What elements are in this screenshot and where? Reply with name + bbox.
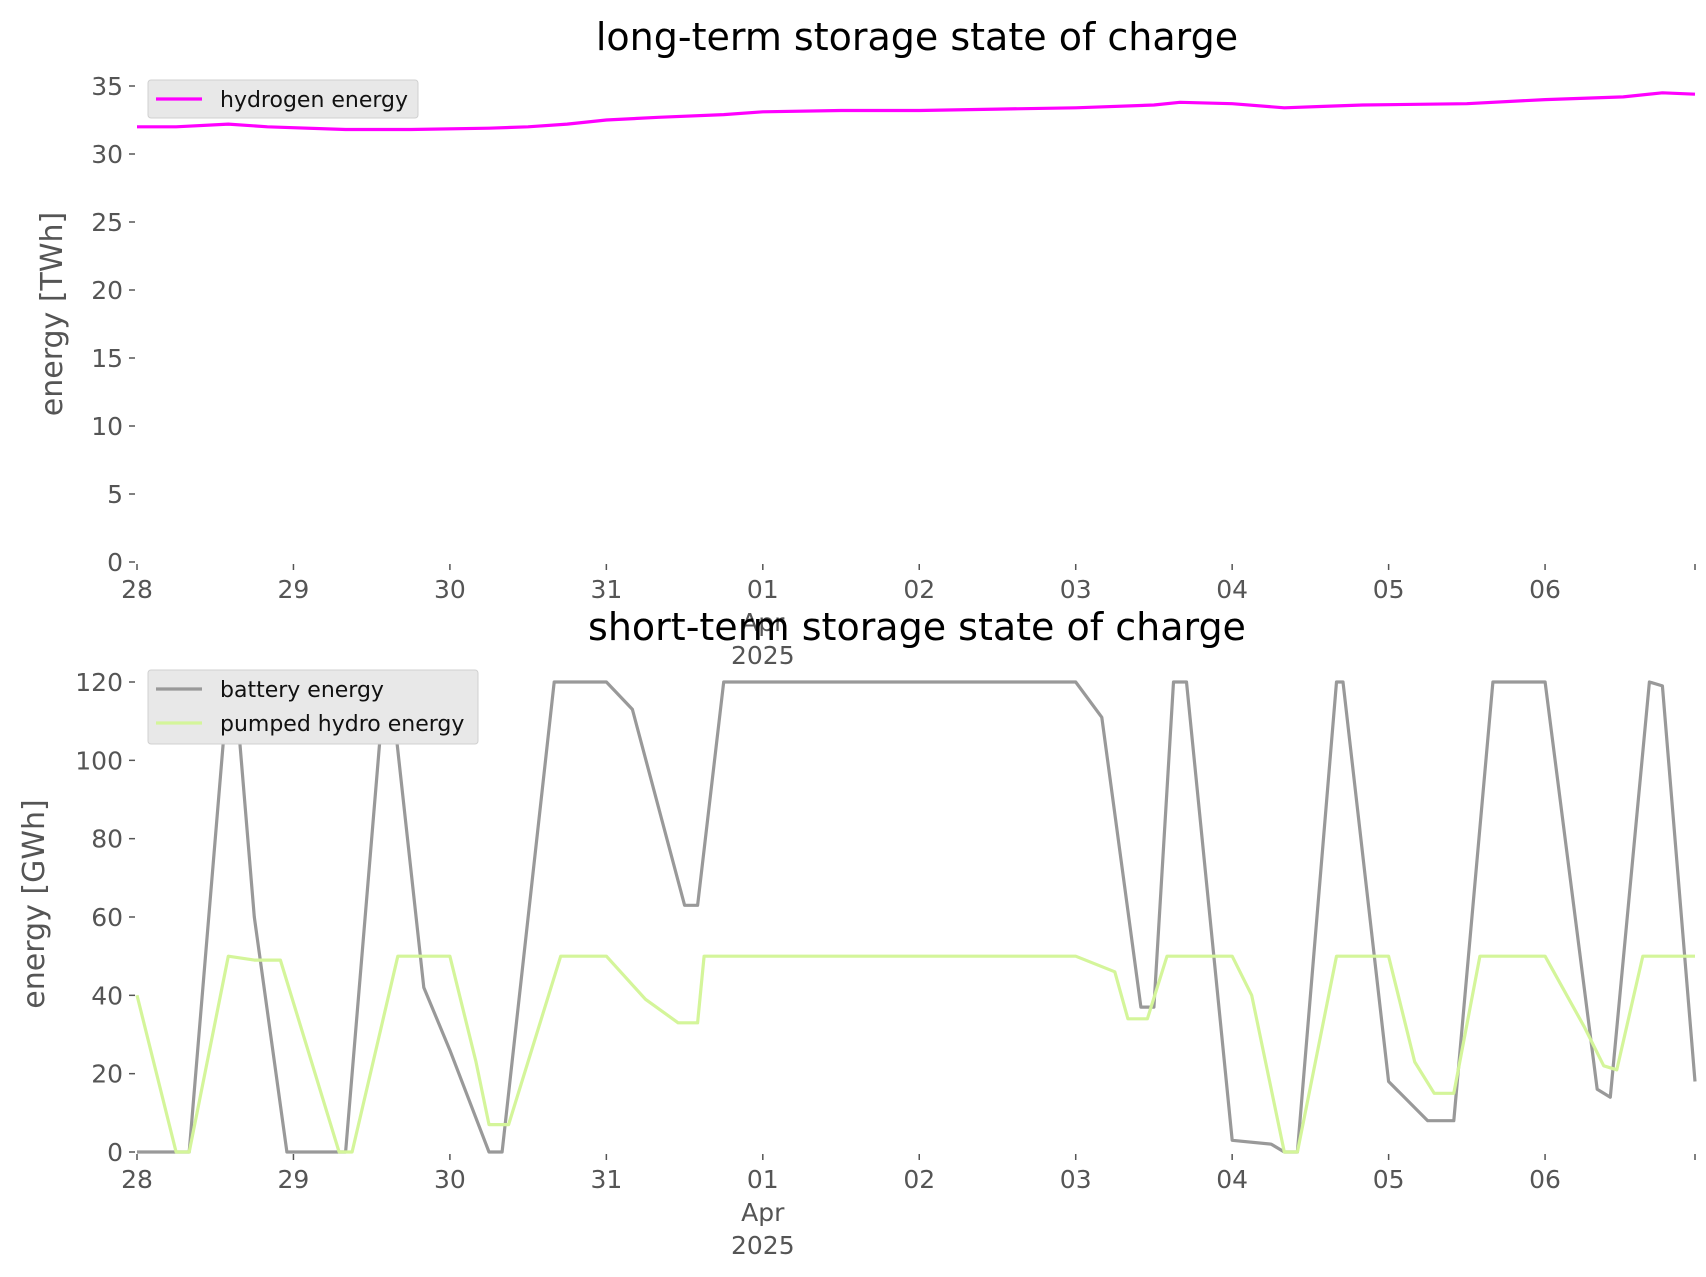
y-tick-label: 100 — [75, 746, 123, 775]
legend-entry: battery energy — [220, 678, 384, 703]
series-lines — [135, 680, 1697, 1154]
y-tick-label: 10 — [91, 412, 123, 441]
x-tick-label: 28 — [121, 1165, 153, 1194]
x-tick-label: 01 — [747, 1165, 779, 1194]
x-tick-label: 28 — [121, 575, 153, 604]
series-line-2 — [135, 954, 1695, 1154]
long-term-storage-chart: long-term storage state of charge energy… — [35, 15, 1696, 670]
chart-title: short-term storage state of charge — [588, 605, 1246, 649]
y-tick-label: 20 — [91, 1060, 123, 1089]
x-tick-label: 03 — [1060, 1165, 1092, 1194]
y-tick-label: 120 — [75, 668, 123, 697]
chart-title: long-term storage state of charge — [596, 15, 1238, 59]
x-tick-label: 05 — [1373, 1165, 1405, 1194]
x-tick-label: 06 — [1529, 1165, 1561, 1194]
x-tick-sublabel: Apr 2025 — [731, 1198, 795, 1260]
short-term-storage-chart: short-term storage state of charge energ… — [17, 605, 1697, 1260]
x-tick-label: 04 — [1216, 575, 1248, 604]
y-tick-label: 5 — [107, 480, 123, 509]
y-axis-ticks: 0 20 40 60 80 100 120 — [75, 668, 135, 1167]
series-lines — [137, 91, 1696, 132]
x-tick-label: 05 — [1373, 575, 1405, 604]
legend: hydrogen energy — [147, 79, 419, 119]
y-tick-label: 40 — [91, 981, 123, 1010]
series-line-1 — [137, 680, 1697, 1154]
x-axis-ticks: 28 29 30 31 01 Apr 2025 02 03 04 05 06 — [121, 1154, 1696, 1260]
legend-entry: pumped hydro energy — [220, 712, 464, 737]
x-tick-label: 31 — [590, 1165, 622, 1194]
x-tick-label: 01 — [747, 575, 779, 604]
y-tick-label: 20 — [91, 276, 123, 305]
x-tick-label: 30 — [434, 575, 466, 604]
x-tick-label: 30 — [434, 1165, 466, 1194]
y-tick-label: 0 — [107, 548, 123, 577]
y-axis-ticks: 0 5 10 15 20 25 30 35 — [91, 72, 135, 577]
x-tick-label: 29 — [278, 1165, 310, 1194]
y-tick-label: 30 — [91, 140, 123, 169]
y-axis-label: energy [GWh] — [17, 799, 52, 1008]
x-tick-label: 04 — [1216, 1165, 1248, 1194]
y-tick-label: 35 — [91, 72, 123, 101]
y-tick-label: 0 — [107, 1138, 123, 1167]
legend-box — [147, 79, 419, 119]
legend-entry: hydrogen energy — [220, 88, 408, 113]
y-tick-label: 25 — [91, 208, 123, 237]
y-tick-label: 80 — [91, 825, 123, 854]
x-tick-label: 02 — [903, 575, 935, 604]
x-tick-sublabel: Apr 2025 — [731, 608, 795, 670]
x-axis-ticks: 28 29 30 31 01 Apr 2025 02 03 04 05 06 — [121, 564, 1696, 670]
y-tick-label: 60 — [91, 903, 123, 932]
legend: battery energy pumped hydro energy — [147, 669, 479, 745]
series-line-1 — [137, 91, 1696, 132]
legend-box — [147, 669, 479, 745]
y-tick-label: 15 — [91, 344, 123, 373]
x-tick-label: 29 — [278, 575, 310, 604]
x-tick-label: 31 — [590, 575, 622, 604]
x-tick-label: 06 — [1529, 575, 1561, 604]
x-tick-label: 02 — [903, 1165, 935, 1194]
x-tick-label: 03 — [1060, 575, 1092, 604]
y-axis-label: energy [TWh] — [35, 212, 70, 416]
